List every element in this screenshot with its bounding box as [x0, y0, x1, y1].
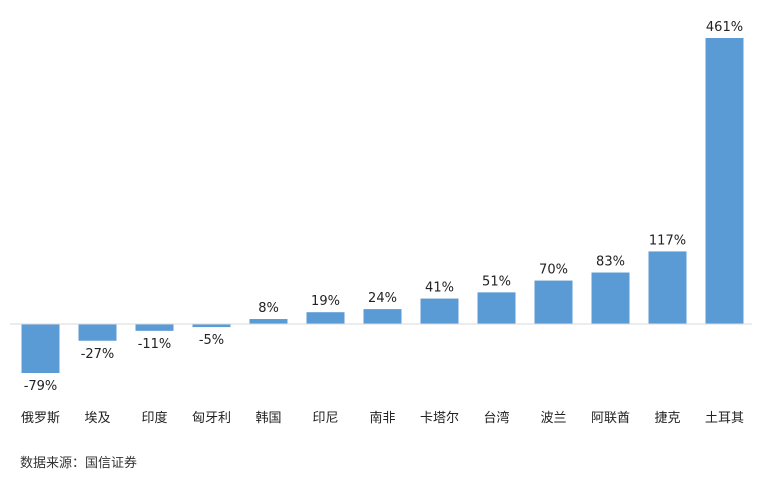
bar-10	[591, 272, 630, 324]
bar-8	[477, 292, 516, 324]
bar-7	[420, 298, 459, 324]
bar-12	[705, 38, 744, 324]
category-label-11: 捷克	[654, 411, 680, 426]
data-label-7: 41%	[425, 281, 454, 296]
category-label-9: 波兰	[540, 411, 566, 426]
bar-9	[534, 280, 573, 324]
bar-0	[21, 324, 60, 374]
source-note: 数据来源：国信证券	[20, 456, 138, 471]
data-label-10: 83%	[596, 255, 625, 270]
category-label-6: 南非	[369, 410, 395, 426]
bar-5	[306, 312, 345, 324]
bar-4	[249, 319, 288, 324]
data-label-5: 19%	[311, 294, 340, 309]
bar-3	[192, 324, 231, 328]
category-label-10: 阿联酋	[591, 410, 630, 426]
bar-6	[363, 309, 402, 324]
data-label-0: -79%	[24, 379, 58, 394]
data-label-12: 461%	[706, 20, 743, 35]
category-label-7: 卡塔尔	[420, 411, 459, 426]
category-labels-group: 俄罗斯 埃及 印度 匈牙利 韩国 印尼 南非 卡塔尔 台湾 波兰 阿联酋 捷克 土耳其	[21, 410, 744, 426]
category-label-2: 印度	[141, 410, 167, 426]
category-label-1: 埃及	[84, 411, 110, 426]
category-label-5: 印尼	[312, 411, 338, 426]
category-label-4: 韩国	[255, 411, 281, 426]
category-label-3: 匈牙利	[192, 411, 231, 426]
data-label-11: 117%	[649, 233, 686, 248]
data-label-2: -11%	[138, 337, 172, 352]
data-label-4: 8%	[258, 301, 279, 316]
bar-11	[648, 251, 687, 324]
category-label-0: 俄罗斯	[21, 411, 60, 426]
category-label-8: 台湾	[483, 410, 509, 426]
bar-1	[78, 324, 117, 341]
data-label-9: 70%	[539, 263, 568, 278]
data-label-8: 51%	[482, 274, 511, 289]
data-labels-group: -79% -27% -11% -5% 8% 19% 24% 41% 51% 70% 83% 117% 4…	[24, 20, 743, 394]
data-label-1: -27%	[81, 347, 115, 362]
bar-2	[135, 324, 174, 331]
bars-group	[21, 38, 744, 374]
data-label-6: 24%	[368, 291, 397, 306]
data-label-3: -5%	[199, 333, 224, 348]
category-label-12: 土耳其	[705, 411, 744, 426]
